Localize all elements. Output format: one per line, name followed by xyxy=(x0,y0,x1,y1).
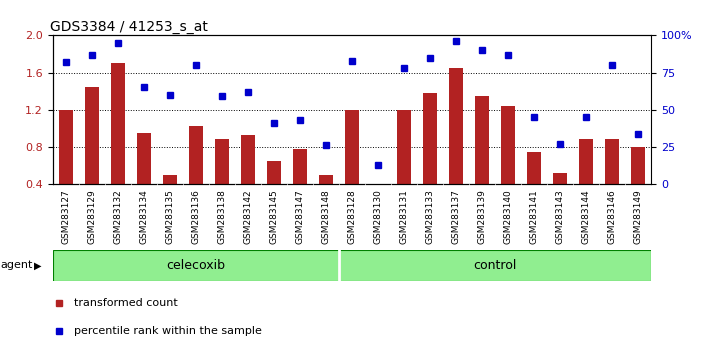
Text: GSM283130: GSM283130 xyxy=(374,189,382,244)
Text: transformed count: transformed count xyxy=(74,298,177,308)
Text: celecoxib: celecoxib xyxy=(166,259,225,272)
Bar xyxy=(267,161,281,184)
Bar xyxy=(53,250,339,281)
Bar xyxy=(319,175,333,184)
Bar xyxy=(215,139,229,184)
Text: GSM283132: GSM283132 xyxy=(113,189,122,244)
Bar xyxy=(579,139,593,184)
Bar xyxy=(58,110,73,184)
Text: GSM283139: GSM283139 xyxy=(477,189,486,244)
Text: GSM283146: GSM283146 xyxy=(608,189,617,244)
Bar xyxy=(339,250,651,281)
Bar xyxy=(527,152,541,184)
Text: GSM283128: GSM283128 xyxy=(348,189,356,244)
Text: GSM283131: GSM283131 xyxy=(400,189,408,244)
Bar xyxy=(84,86,99,184)
Text: GSM283141: GSM283141 xyxy=(529,189,539,244)
Text: ▶: ▶ xyxy=(34,261,42,270)
Text: GSM283145: GSM283145 xyxy=(270,189,279,244)
Text: GDS3384 / 41253_s_at: GDS3384 / 41253_s_at xyxy=(50,21,208,34)
Bar xyxy=(371,184,385,201)
Text: agent: agent xyxy=(1,261,33,270)
Text: GSM283127: GSM283127 xyxy=(61,189,70,244)
Text: GSM283129: GSM283129 xyxy=(87,189,96,244)
Text: GSM283137: GSM283137 xyxy=(451,189,460,244)
Bar xyxy=(605,139,620,184)
Bar xyxy=(449,68,463,184)
Bar xyxy=(397,110,411,184)
Text: control: control xyxy=(473,259,517,272)
Text: GSM283135: GSM283135 xyxy=(165,189,175,244)
Bar xyxy=(137,133,151,184)
Bar xyxy=(553,173,567,184)
Bar xyxy=(293,149,307,184)
Bar xyxy=(345,110,359,184)
Text: GSM283148: GSM283148 xyxy=(322,189,330,244)
Bar xyxy=(501,106,515,184)
Text: GSM283138: GSM283138 xyxy=(218,189,227,244)
Text: GSM283136: GSM283136 xyxy=(191,189,201,244)
Text: GSM283133: GSM283133 xyxy=(425,189,434,244)
Text: GSM283140: GSM283140 xyxy=(503,189,513,244)
Bar xyxy=(163,175,177,184)
Bar xyxy=(631,147,646,184)
Text: GSM283149: GSM283149 xyxy=(634,189,643,244)
Text: GSM283143: GSM283143 xyxy=(555,189,565,244)
Text: percentile rank within the sample: percentile rank within the sample xyxy=(74,326,262,336)
Bar xyxy=(475,96,489,184)
Bar xyxy=(423,93,437,184)
Bar xyxy=(241,135,255,184)
Text: GSM283147: GSM283147 xyxy=(296,189,304,244)
Text: GSM283134: GSM283134 xyxy=(139,189,149,244)
Bar xyxy=(189,126,203,184)
Text: GSM283144: GSM283144 xyxy=(582,189,591,244)
Bar xyxy=(111,63,125,184)
Text: GSM283142: GSM283142 xyxy=(244,189,253,244)
